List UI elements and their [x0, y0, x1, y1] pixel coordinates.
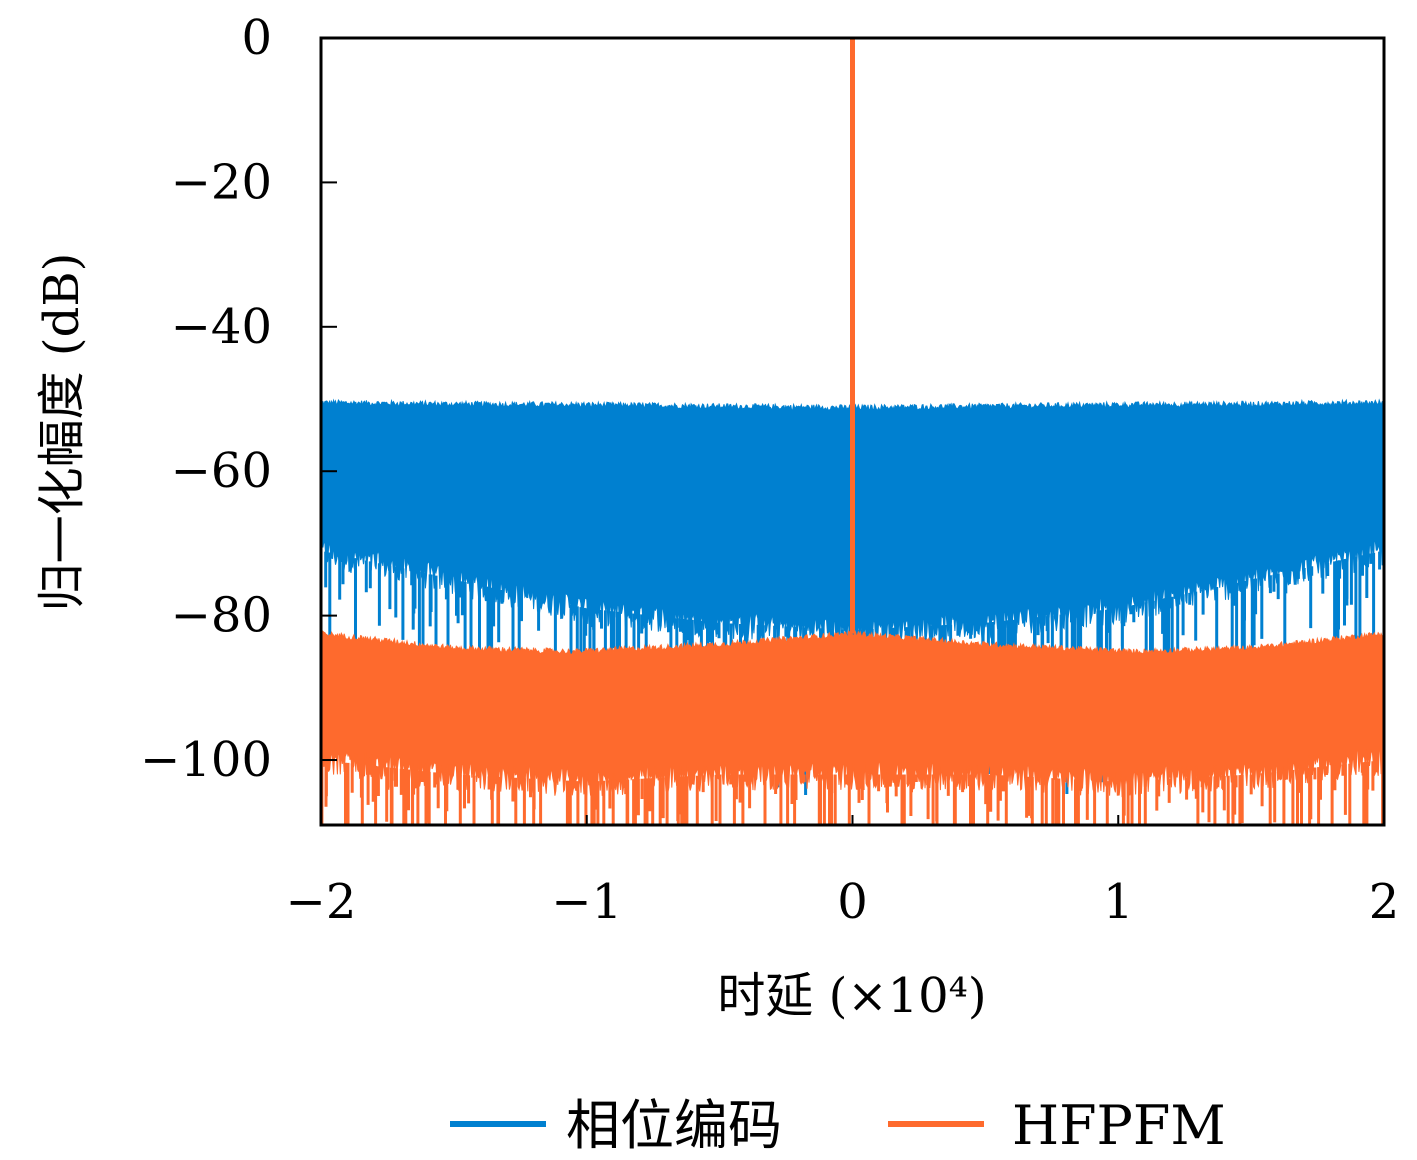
x-tick-label: −2 [286, 874, 357, 930]
x-axis-title: 时延 (×10⁴) [717, 968, 986, 1024]
y-tick-label: −60 [171, 443, 272, 499]
x-tick-label: −1 [551, 874, 622, 930]
legend: 相位编码 HFPFM [450, 1094, 1226, 1157]
legend-label-phase-code: 相位编码 [566, 1094, 782, 1157]
x-tick-label: 2 [1369, 874, 1400, 930]
x-tick-label: 1 [1103, 874, 1134, 930]
legend-label-hfpfm: HFPFM [1012, 1094, 1226, 1157]
y-tick-label: −40 [171, 299, 272, 355]
ticks-layer: −2 −1 0 1 2 0 −20 −40 −60 −80 −100 [140, 10, 1399, 930]
y-tick-label: −80 [171, 588, 272, 644]
series-spikes-hfpfm [321, 760, 1384, 825]
x-tick-label: 0 [837, 874, 868, 930]
y-tick-label: 0 [241, 10, 272, 66]
y-tick-label: −100 [140, 732, 272, 788]
y-axis-title: 归一化幅度 (dB) [34, 253, 90, 612]
y-tick-label: −20 [171, 154, 272, 210]
series-layer [321, 38, 1384, 825]
series-band-hfpfm [321, 630, 1384, 798]
